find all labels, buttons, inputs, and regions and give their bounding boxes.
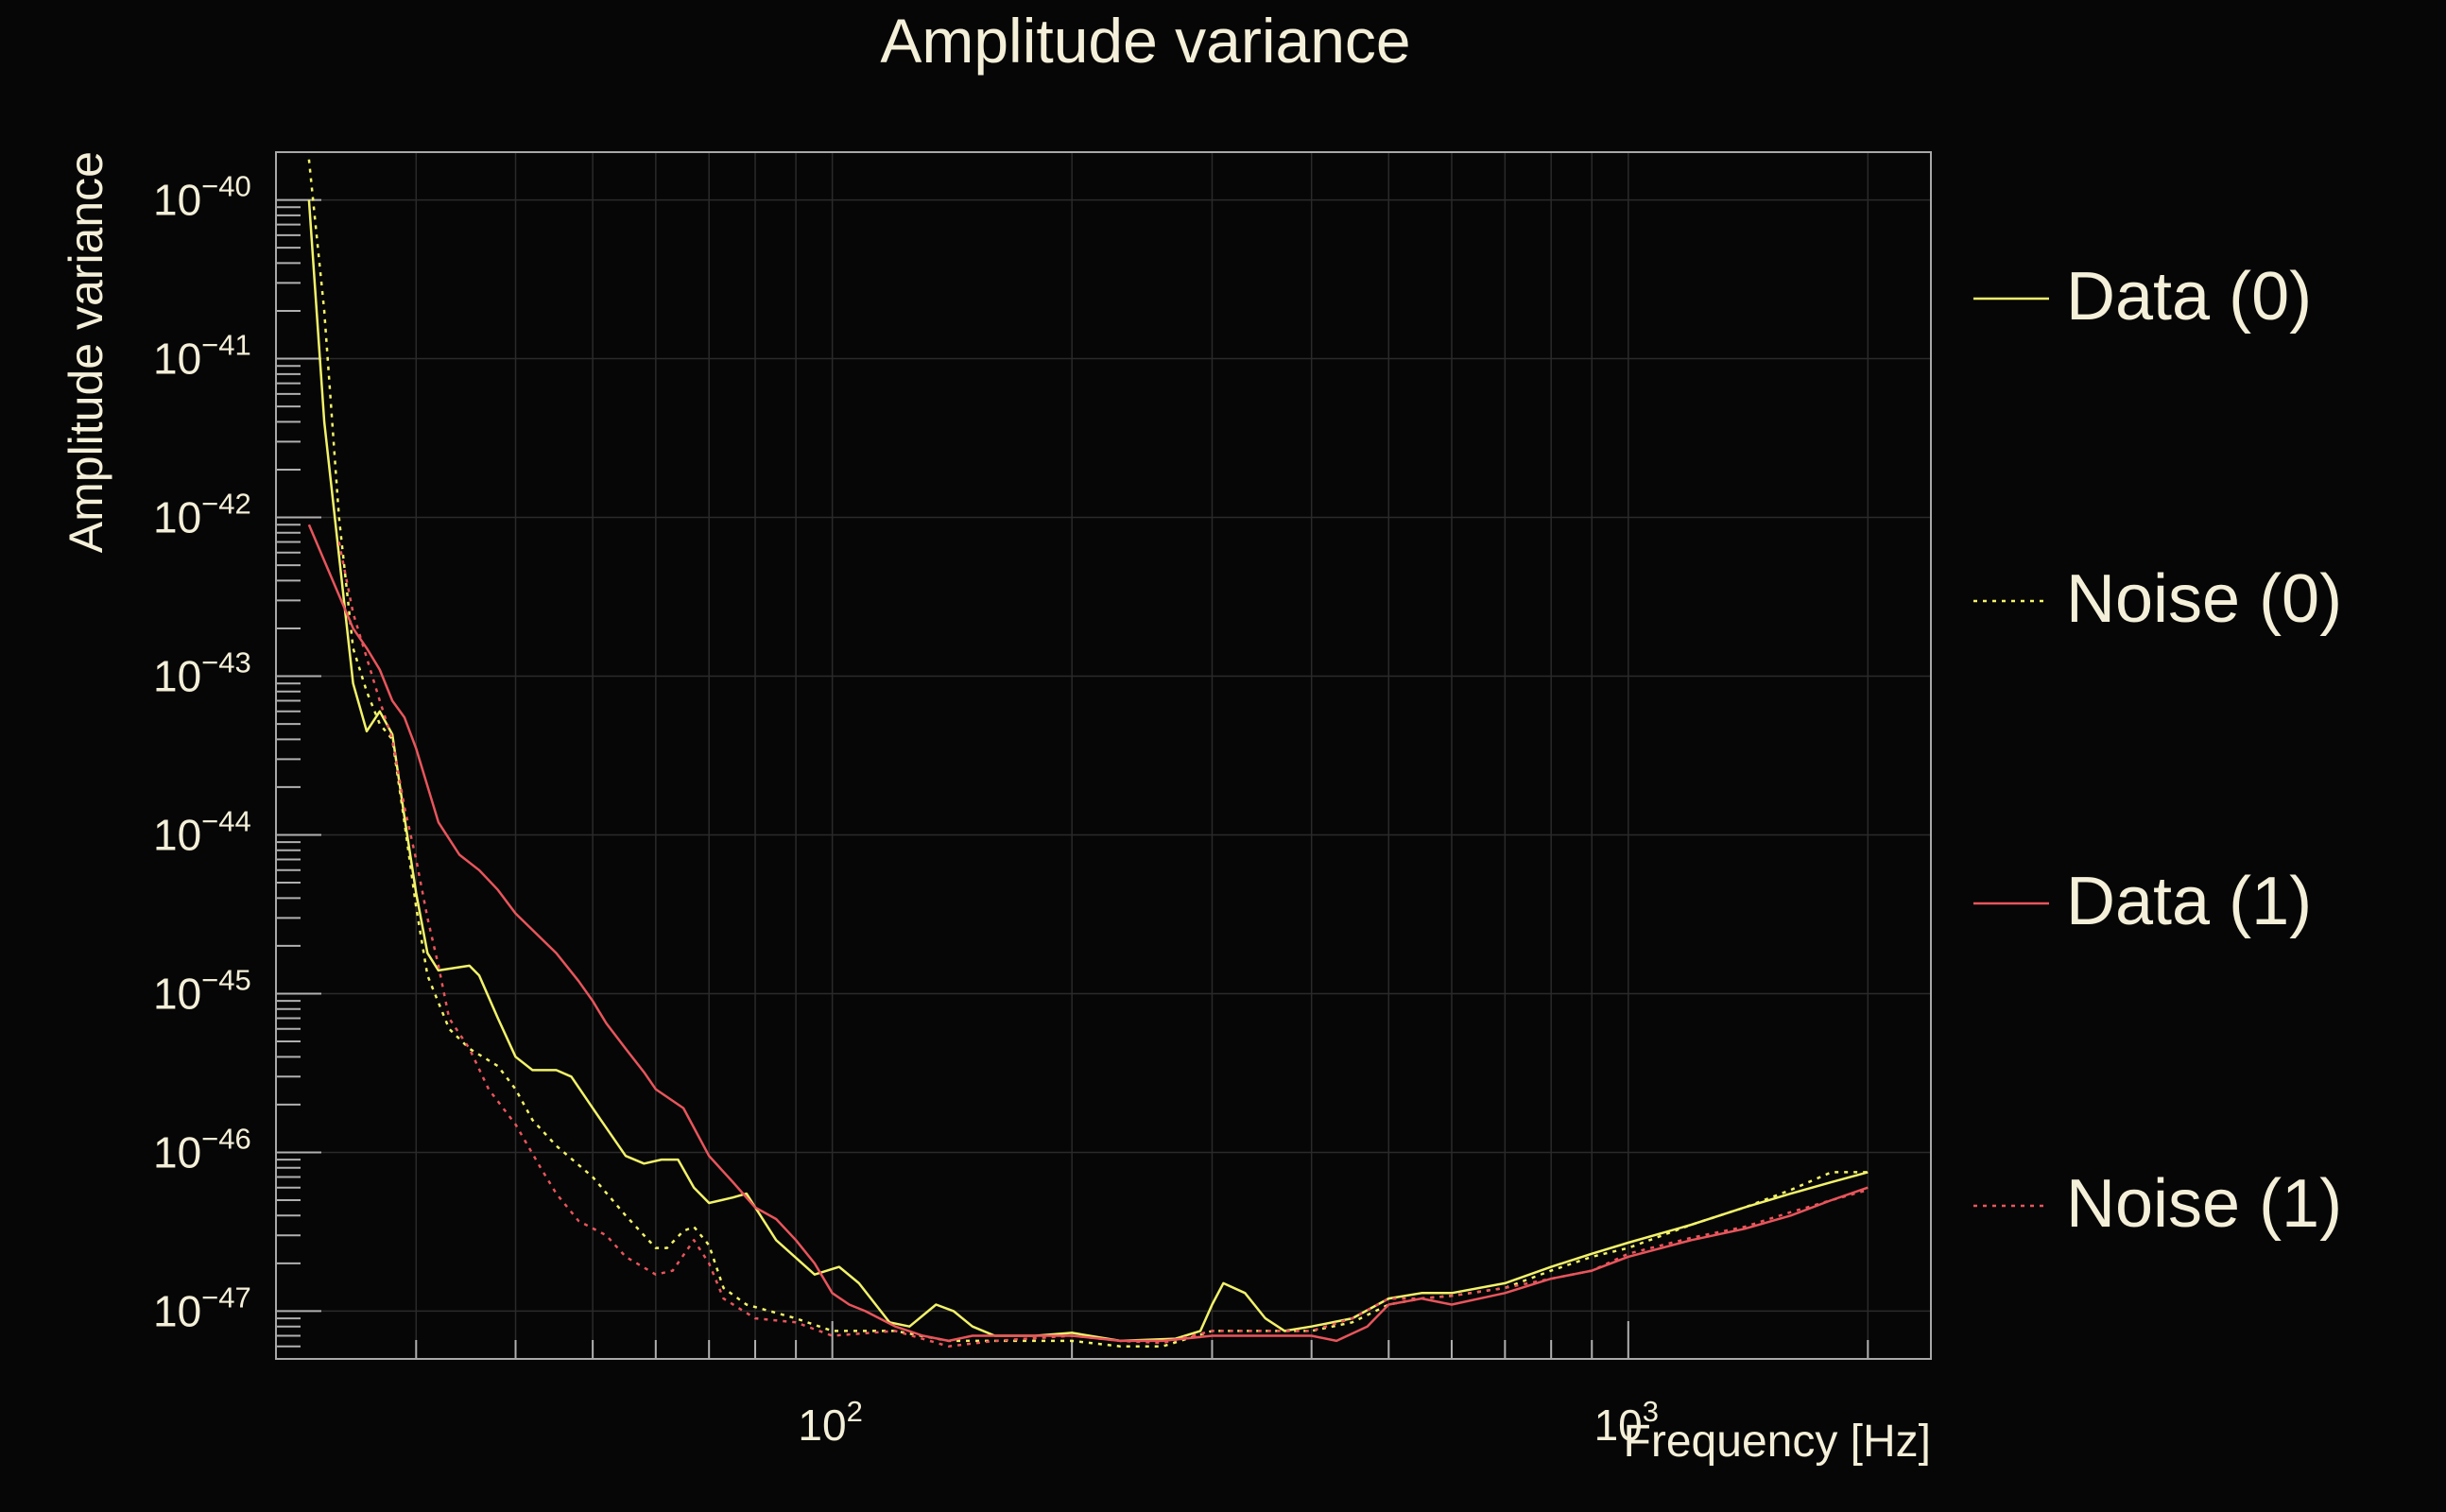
- series-line-1: [307, 199, 1869, 1343]
- plot-frame: [275, 151, 1932, 1360]
- legend: Data (0) Noise (0) Data (1) Noise (1): [1973, 259, 2342, 1242]
- x-tick-label: 102: [798, 1395, 862, 1450]
- series-line-4: [337, 541, 1869, 1348]
- x-axis-label: Frequency [Hz]: [1624, 1417, 1931, 1467]
- tick-layer: [275, 151, 1869, 1360]
- series-line-3: [307, 524, 1869, 1343]
- legend-label-1: Data (0): [2066, 259, 2312, 335]
- legend-label-2: Noise (0): [2066, 561, 2342, 637]
- y-tick-label: 10−40: [153, 170, 251, 225]
- chart-title: Amplitude variance: [880, 6, 1410, 76]
- series-layer: [307, 159, 1869, 1348]
- legend-label-4: Noise (1): [2066, 1166, 2342, 1242]
- y-tick-label: 10−45: [153, 963, 251, 1018]
- y-tick-label: 10−42: [153, 488, 251, 542]
- tick-label-layer: 10−40 10−41 10−42 10−43 10−44 10−45 10−46 10−47…: [153, 170, 1659, 1450]
- legend-label-3: Data (1): [2066, 864, 2312, 939]
- y-tick-label: 10−43: [153, 646, 251, 701]
- y-tick-label: 10−47: [153, 1280, 251, 1335]
- x-tick-label: 103: [1594, 1395, 1659, 1450]
- y-tick-label: 10−46: [153, 1122, 251, 1177]
- y-tick-label: 10−41: [153, 329, 251, 384]
- series-line-2: [307, 159, 1869, 1348]
- grid-layer: [275, 152, 1931, 1359]
- y-axis-label: Amplitude variance: [60, 151, 112, 553]
- y-tick-label: 10−44: [153, 804, 251, 859]
